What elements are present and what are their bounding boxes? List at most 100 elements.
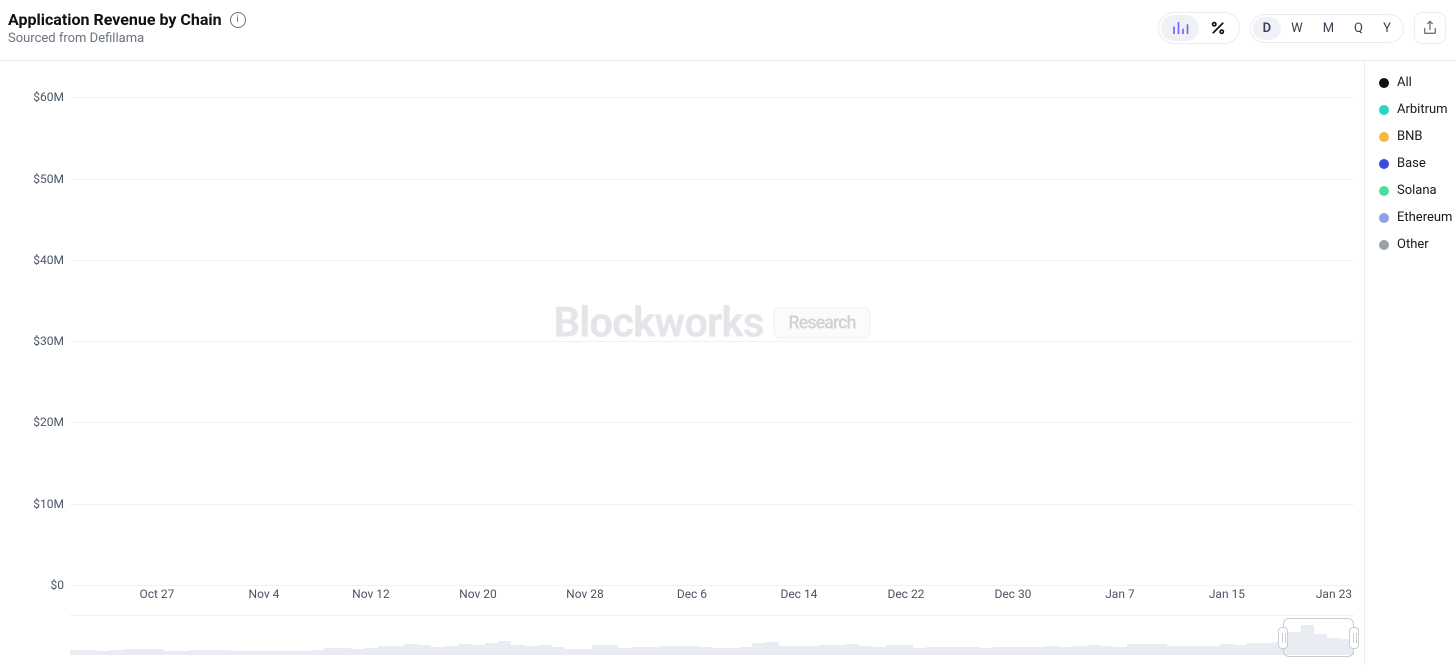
minimap-bar: [70, 650, 83, 655]
x-tick-label: Dec 6: [677, 587, 707, 601]
bar-chart-button[interactable]: [1161, 15, 1199, 41]
x-tick-label: Jan 7: [1105, 587, 1135, 601]
minimap-bar: [953, 647, 966, 655]
minimap-bar: [766, 642, 779, 655]
minimap-bar: [993, 647, 1006, 655]
minimap-bar: [552, 647, 565, 655]
minimap-bar: [980, 648, 993, 656]
minimap-bar: [498, 641, 511, 655]
minimap-bar: [445, 646, 458, 655]
minimap-bar: [699, 647, 712, 655]
minimap-bar: [1194, 646, 1207, 655]
range-w-button[interactable]: W: [1281, 17, 1313, 40]
legend-label: Solana: [1397, 183, 1437, 198]
legend-swatch-icon: [1379, 186, 1389, 196]
minimap-bar: [538, 645, 551, 655]
minimap-bar: [806, 646, 819, 655]
minimap-bar: [1073, 646, 1086, 655]
plot-area[interactable]: Blockworks Research: [70, 81, 1354, 585]
info-icon[interactable]: i: [230, 12, 246, 28]
x-axis: Oct 27Nov 4Nov 12Nov 20Nov 28Dec 6Dec 14…: [70, 587, 1354, 607]
percent-chart-button[interactable]: [1199, 15, 1237, 41]
minimap-bar: [939, 647, 952, 655]
minimap-bar: [832, 645, 845, 655]
minimap-bar: [926, 647, 939, 655]
minimap-grip-right[interactable]: [1349, 627, 1359, 649]
legend-label: Ethereum: [1397, 210, 1452, 225]
minimap-bar: [1127, 644, 1140, 655]
legend-item-ethereum[interactable]: Ethereum: [1379, 210, 1448, 225]
minimap-bar: [418, 645, 431, 655]
legend-swatch-icon: [1379, 159, 1389, 169]
minimap-bar: [632, 647, 645, 655]
minimap-bar: [1006, 647, 1019, 655]
minimap-bar: [605, 645, 618, 655]
minimap-bar: [1234, 645, 1247, 655]
minimap-bar: [485, 643, 498, 655]
minimap-bar: [779, 646, 792, 655]
minimap-bar: [311, 650, 324, 655]
minimap-bar: [1060, 647, 1073, 655]
chart-subtitle: Sourced from Defillama: [8, 31, 246, 46]
legend-item-other[interactable]: Other: [1379, 237, 1448, 252]
minimap-bar: [792, 646, 805, 655]
minimap[interactable]: [70, 615, 1354, 659]
range-q-button[interactable]: Q: [1344, 17, 1373, 40]
y-tick-label: $60M: [33, 90, 64, 104]
y-tick-label: $10M: [33, 497, 64, 511]
minimap-bar: [846, 644, 859, 655]
minimap-bar: [1180, 646, 1193, 655]
minimap-bar: [124, 649, 137, 655]
minimap-bar: [578, 649, 591, 655]
minimap-bar: [1087, 645, 1100, 655]
legend-item-all[interactable]: All: [1379, 75, 1448, 90]
x-tick-label: Jan 23: [1316, 587, 1352, 601]
minimap-bar: [1153, 644, 1166, 655]
minimap-bar: [83, 650, 96, 655]
minimap-bar: [886, 645, 899, 655]
range-m-button[interactable]: M: [1313, 17, 1344, 40]
legend-item-arbitrum[interactable]: Arbitrum: [1379, 102, 1448, 117]
legend-swatch-icon: [1379, 105, 1389, 115]
x-tick-label: Nov 12: [352, 587, 390, 601]
minimap-bar: [204, 650, 217, 655]
minimap-bar: [338, 648, 351, 655]
chart-type-toggle: [1158, 12, 1240, 44]
minimap-bar: [351, 649, 364, 655]
y-tick-label: $40M: [33, 253, 64, 267]
legend-swatch-icon: [1379, 213, 1389, 223]
minimap-bar: [1140, 644, 1153, 655]
legend-item-base[interactable]: Base: [1379, 156, 1448, 171]
minimap-bar: [725, 648, 738, 655]
minimap-bar: [284, 651, 297, 655]
minimap-bar: [712, 648, 725, 655]
x-tick-label: Dec 22: [887, 587, 924, 601]
minimap-grip-left[interactable]: [1278, 627, 1288, 649]
minimap-bar: [966, 647, 979, 655]
minimap-bar: [525, 646, 538, 655]
minimap-bar: [1100, 646, 1113, 655]
minimap-bar: [97, 651, 110, 655]
range-y-button[interactable]: Y: [1373, 17, 1401, 40]
legend-label: All: [1397, 75, 1412, 90]
minimap-bar: [618, 648, 631, 655]
minimap-bar: [391, 646, 404, 655]
minimap-bar: [271, 651, 284, 655]
legend-item-bnb[interactable]: BNB: [1379, 129, 1448, 144]
minimap-bar: [244, 651, 257, 655]
minimap-bar: [150, 649, 163, 655]
x-tick-label: Nov 4: [249, 587, 280, 601]
chart-header: Application Revenue by Chain i Sourced f…: [0, 0, 1456, 61]
legend-item-solana[interactable]: Solana: [1379, 183, 1448, 198]
minimap-bar: [1207, 646, 1220, 655]
legend-label: Base: [1397, 156, 1426, 171]
minimap-handle[interactable]: [1283, 618, 1354, 657]
minimap-bar: [1220, 644, 1233, 655]
minimap-bar: [1033, 647, 1046, 655]
share-button[interactable]: [1414, 12, 1446, 44]
range-d-button[interactable]: D: [1253, 17, 1281, 40]
minimap-bar: [324, 648, 337, 655]
chart-controls: DWMQY: [1158, 12, 1446, 44]
minimap-bar: [1247, 643, 1260, 655]
y-tick-label: $20M: [33, 415, 64, 429]
